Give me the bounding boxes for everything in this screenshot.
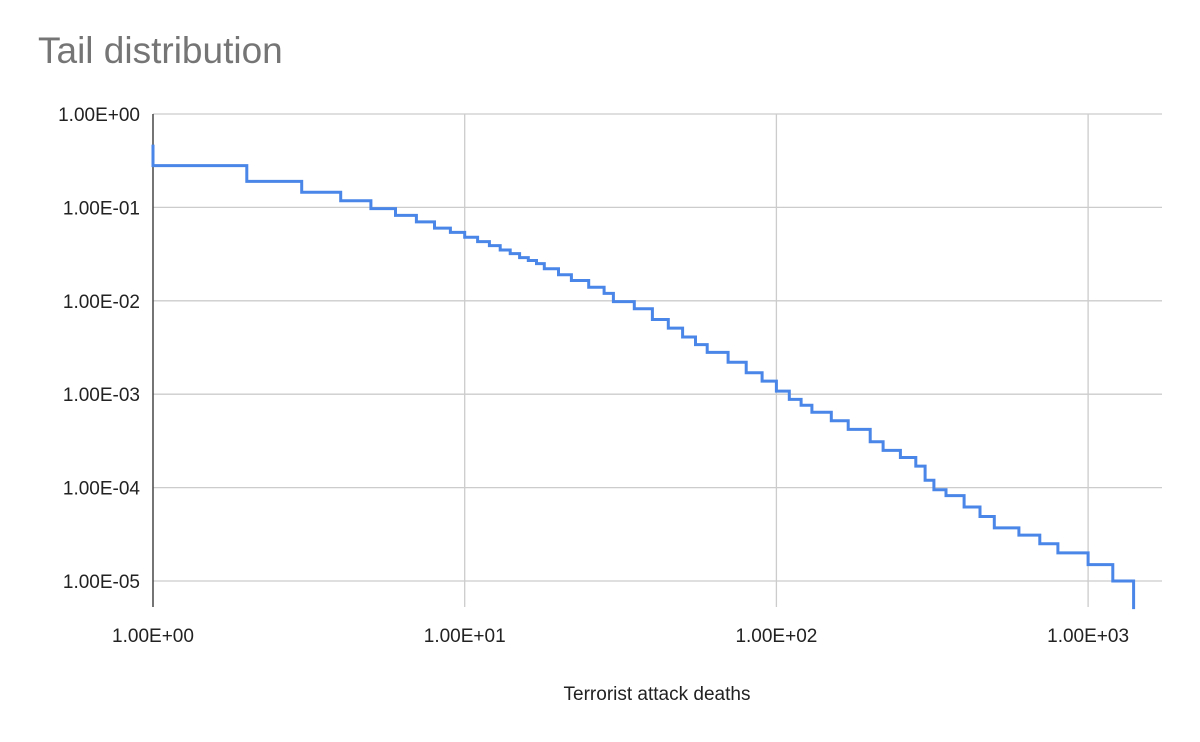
y-tick-label: 1.00E-03 [63,385,140,406]
x-axis-ticks: 1.00E+00 1.00E+01 1.00E+02 1.00E+03 [112,626,1129,647]
x-tick-label: 1.00E+03 [1047,626,1129,647]
x-tick-label: 1.00E+01 [424,626,506,647]
y-axis-ticks: 1.00E+00 1.00E-01 1.00E-02 1.00E-03 1.00E-04… [58,105,140,593]
series-line-0 [151,144,1136,610]
y-tick-label: 1.00E+00 [58,105,140,126]
series-layer [151,144,1136,610]
y-tick-label: 1.00E-01 [63,198,140,219]
x-tick-label: 1.00E+02 [735,626,817,647]
chart-title: Tail distribution [38,30,283,71]
x-axis-title: Terrorist attack deaths [564,684,751,705]
grid-lines [152,113,1162,607]
y-tick-label: 1.00E-05 [63,572,140,593]
x-tick-label: 1.00E+00 [112,626,194,647]
y-tick-label: 1.00E-02 [63,292,140,313]
y-tick-label: 1.00E-04 [63,479,141,500]
